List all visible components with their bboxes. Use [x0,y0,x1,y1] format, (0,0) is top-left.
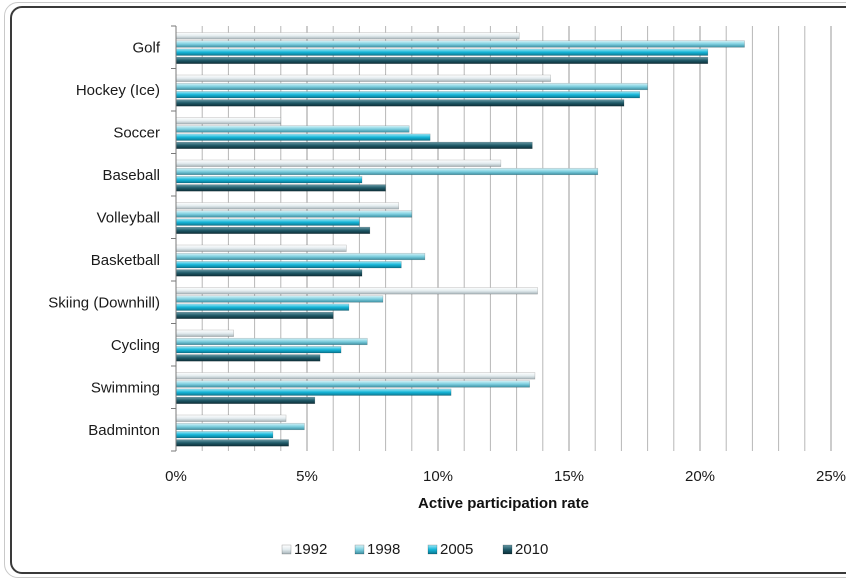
category-label: Baseball [102,167,160,184]
bar-2005-badminton [175,431,274,439]
bar-1992-cycling [175,329,234,337]
legend-swatch-1992 [281,544,292,555]
bar-2005-hockey-ice- [175,91,640,99]
bar-1992-badminton [175,414,287,422]
bar-2010-soccer [175,141,533,149]
axes [171,25,177,452]
bar-1992-baseball [175,159,502,167]
bar-2005-soccer [175,133,431,141]
bar-2010-cycling [175,354,321,362]
bar-1998-badminton [175,422,305,431]
category-label: Badminton [88,422,160,439]
bar-1998-golf [175,40,745,48]
bar-1998-baseball [175,167,599,176]
x-tick-label: 0% [165,468,187,485]
legend-label-1992: 1992 [294,541,327,558]
bar-1998-basketball [175,252,426,261]
bar-1998-soccer [175,125,410,133]
bar-1992-skiing-downhill- [175,287,538,295]
category-label: Soccer [113,124,160,141]
bar-1992-volleyball [175,202,399,210]
legend-label-1998: 1998 [367,541,400,558]
bar-1992-golf [175,32,520,40]
bar-2010-skiing-downhill- [175,311,334,319]
bar-1998-volleyball [175,210,413,218]
bar-2010-swimming [175,396,316,404]
category-label: Volleyball [97,209,160,226]
category-label: Swimming [91,379,160,396]
bar-1992-swimming [175,372,536,380]
bar-2010-baseball [175,184,386,192]
bar-1992-soccer [175,117,282,125]
bars [175,32,745,447]
bar-1992-basketball [175,244,347,252]
category-label: Cycling [111,337,160,354]
bar-2010-golf [175,56,709,64]
bar-2010-basketball [175,269,363,277]
bar-2010-hockey-ice- [175,99,625,107]
bar-2005-baseball [175,176,363,184]
bar-1998-hockey-ice- [175,82,648,91]
labels: Golf Hockey (Ice) Soccer Baseball Volleyball… [48,39,846,512]
x-tick-label: 25% [816,468,846,485]
bar-1998-swimming [175,380,530,388]
x-tick-label: 15% [554,468,584,485]
bar-1998-skiing-downhill- [175,295,384,303]
legend-swatch-2005 [427,544,438,555]
x-tick-label: 5% [296,468,318,485]
category-label: Golf [132,39,160,56]
legend: 1992 1998 2005 2010 [281,541,548,558]
legend-swatch-2010 [502,544,513,555]
category-label: Basketball [91,252,160,269]
category-label: Skiing (Downhill) [48,294,160,311]
bar-2005-skiing-downhill- [175,303,350,311]
legend-label-2005: 2005 [440,541,473,558]
x-axis-label: Active participation rate [418,495,589,512]
bar-2010-badminton [175,439,289,447]
bar-2005-volleyball [175,218,360,226]
bar-2005-basketball [175,261,402,269]
x-tick-label: 20% [685,468,715,485]
category-label: Hockey (Ice) [76,82,160,99]
legend-label-2010: 2010 [515,541,548,558]
bar-2005-swimming [175,388,452,396]
bar-2010-volleyball [175,226,371,234]
bar-2005-cycling [175,346,342,354]
bar-2005-golf [175,48,709,56]
bar-1998-cycling [175,337,368,346]
legend-swatch-1998 [354,544,365,555]
bar-1992-hockey-ice- [175,74,551,82]
x-tick-label: 10% [423,468,453,485]
